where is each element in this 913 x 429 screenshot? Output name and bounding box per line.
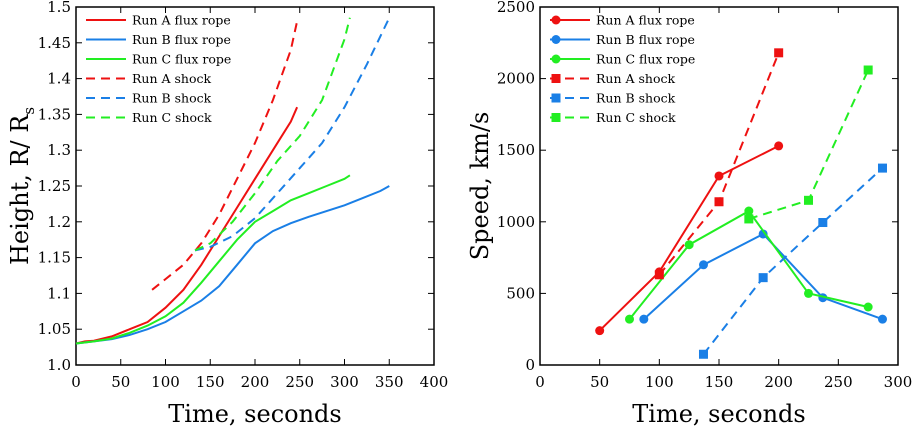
legend-label: Run B flux rope [596, 32, 695, 47]
legend-label: Run C shock [132, 110, 212, 125]
data-point [758, 273, 768, 283]
data-point [863, 65, 873, 75]
y-tick-label: 1.35 [38, 105, 71, 123]
data-point [744, 206, 754, 216]
y-axis-title: Speed, km/s [466, 112, 494, 261]
x-tick-label: 100 [645, 373, 674, 391]
legend: Run A flux rope Run B flux rope Run C flux… [550, 13, 695, 125]
legend-label: Run B shock [596, 91, 676, 106]
x-tick-label: 250 [285, 373, 314, 391]
plot-frame [539, 6, 899, 366]
x-tick-label: 100 [151, 373, 180, 391]
series-line [75, 106, 299, 345]
data-point [877, 314, 887, 324]
legend-marker [551, 54, 561, 64]
y-tick-label: 1.4 [47, 70, 71, 88]
y-tick-label: 1.2 [47, 213, 71, 231]
y-tick-label: 1.1 [47, 284, 71, 302]
x-tick-label: 200 [241, 373, 270, 391]
x-tick-label: 300 [330, 373, 359, 391]
y-tick-label: 1.15 [38, 249, 71, 267]
height-chart: 0 50 100 150 200 250 300 350 400 1.0 1.05 1.1 1.15 1.… [6, 0, 448, 428]
y-tick-label: 2500 [497, 0, 535, 16]
data-point [714, 171, 724, 181]
data-point [758, 229, 768, 239]
y-tick-label: 1.05 [38, 320, 71, 338]
y-tick-label: 1.0 [47, 356, 71, 374]
legend-marker [551, 93, 561, 103]
x-tick-label: 0 [535, 373, 545, 391]
series-line [75, 185, 390, 345]
data-point [714, 197, 724, 207]
legend-marker [551, 113, 561, 122]
data-point [684, 240, 694, 250]
speed-chart: 0 50 100 150 200 250 300 0 500 1000 1500 2000 2500 Ti… [466, 0, 912, 428]
data-point [863, 302, 873, 312]
x-tick-label: 200 [764, 373, 793, 391]
plot-frame [75, 6, 435, 366]
x-tick-label: 350 [375, 373, 404, 391]
x-tick-label: 150 [705, 373, 734, 391]
legend-label: Run C shock [596, 110, 676, 125]
legend-label: Run C flux rope [132, 52, 231, 67]
y-tick-label: 1.5 [47, 0, 71, 16]
series-line [702, 167, 884, 355]
series-line [628, 209, 869, 320]
y-tick-label: 1.45 [38, 34, 71, 52]
x-tick-label: 400 [420, 373, 449, 391]
data-point [698, 260, 708, 270]
x-tick-label: 150 [196, 373, 225, 391]
y-axis-title: Height, R/ Rs [6, 107, 38, 265]
data-point [625, 314, 634, 324]
data-point [654, 270, 664, 280]
x-tick-label: 300 [884, 373, 913, 391]
y-tick-label: 1500 [497, 141, 535, 159]
x-tick-label: 50 [111, 373, 130, 391]
legend: Run A flux rope Run B flux rope Run C flux… [86, 13, 231, 125]
y-tick-label: 1000 [497, 213, 535, 231]
y-tick-label: 0 [525, 356, 535, 374]
series-line [151, 21, 299, 291]
data-point [774, 48, 784, 58]
legend-label: Run B shock [132, 91, 212, 106]
data-point [804, 288, 813, 298]
legend-marker [551, 74, 561, 83]
data-point [804, 195, 813, 205]
y-tick-label: 1.25 [38, 177, 71, 195]
legend-label: Run A shock [132, 71, 211, 86]
data-point [698, 349, 708, 359]
y-tick-label: 500 [506, 284, 535, 302]
data-point [774, 141, 784, 151]
x-tick-label: 0 [71, 373, 81, 391]
legend-marker [551, 15, 561, 25]
series-line [194, 17, 351, 252]
data-point [877, 163, 887, 173]
legend-label: Run A flux rope [596, 13, 695, 28]
y-tick-label: 1.3 [47, 141, 71, 159]
series-line [75, 174, 351, 345]
x-tick-label: 50 [590, 373, 609, 391]
data-point [818, 218, 828, 228]
data-point [595, 326, 605, 336]
legend-marker [551, 35, 561, 44]
legend-label: Run B flux rope [132, 32, 231, 47]
legend-label: Run C flux rope [596, 52, 695, 67]
x-tick-label: 250 [824, 373, 853, 391]
x-axis-title: Time, seconds [632, 400, 805, 428]
legend-label: Run A shock [596, 71, 675, 86]
data-point [744, 214, 754, 224]
x-axis-title: Time, seconds [168, 400, 341, 428]
data-point [639, 314, 649, 324]
y-tick-label: 2000 [497, 70, 535, 88]
series-line [598, 145, 780, 332]
legend-label: Run A flux rope [132, 13, 231, 28]
